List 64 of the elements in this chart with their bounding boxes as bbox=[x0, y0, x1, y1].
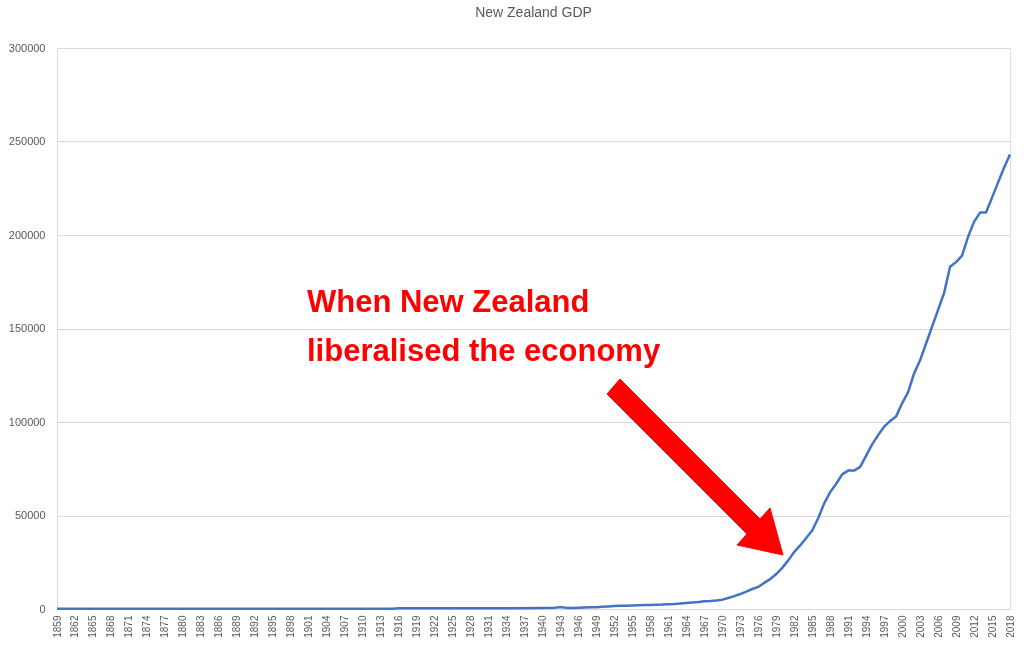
x-tick-label: 1865 bbox=[87, 615, 99, 638]
x-tick-label: 1943 bbox=[554, 615, 566, 638]
y-tick-label: 250000 bbox=[8, 135, 46, 147]
x-tick-label: 2015 bbox=[986, 615, 998, 638]
x-tick-label: 2018 bbox=[1004, 615, 1016, 638]
x-tick-label: 1955 bbox=[626, 615, 638, 638]
x-tick-label: 1949 bbox=[590, 615, 602, 638]
y-tick-label: 50000 bbox=[14, 509, 46, 521]
x-tick-label: 1874 bbox=[141, 615, 153, 638]
x-tick-label: 1898 bbox=[285, 615, 297, 638]
x-tick-label: 1859 bbox=[51, 615, 63, 638]
x-tick-label: 1913 bbox=[375, 615, 387, 638]
y-tick-label: 300000 bbox=[8, 41, 46, 54]
line-series bbox=[55, 153, 1012, 611]
x-tick-label: 1862 bbox=[69, 615, 81, 638]
x-tick-label: 1916 bbox=[393, 615, 405, 638]
x-tick-label: 1970 bbox=[716, 615, 728, 638]
y-tick-label: 0 bbox=[39, 602, 46, 615]
chart-title: New Zealand GDP bbox=[475, 4, 592, 20]
x-tick-label: 1934 bbox=[501, 615, 513, 638]
x-tick-label: 1895 bbox=[267, 615, 279, 638]
x-tick-label: 1892 bbox=[249, 615, 261, 638]
x-tick-label: 1919 bbox=[411, 615, 423, 638]
x-tick-label: 1991 bbox=[842, 615, 854, 638]
x-tick-label: 1952 bbox=[608, 615, 620, 638]
x-tick-label: 1907 bbox=[339, 615, 351, 638]
x-tick-label: 1982 bbox=[788, 615, 800, 638]
x-tick-label: 1883 bbox=[195, 615, 207, 638]
annotation: When New Zealand liberalised the economy bbox=[307, 284, 661, 368]
y-tick-label: 150000 bbox=[8, 322, 46, 334]
x-tick-label: 1928 bbox=[465, 615, 477, 638]
x-tick-label: 1922 bbox=[429, 615, 441, 638]
x-tick-label: 1931 bbox=[483, 615, 495, 638]
x-tick-label: 1868 bbox=[105, 615, 117, 638]
x-tick-label: 1985 bbox=[806, 615, 818, 638]
x-tick-label: 1997 bbox=[878, 615, 890, 638]
x-tick-label: 1976 bbox=[752, 615, 764, 638]
x-tick-label: 1877 bbox=[159, 615, 171, 638]
x-tick-label: 2006 bbox=[932, 615, 944, 638]
x-tick-label: 1958 bbox=[644, 615, 656, 638]
x-tick-label: 1973 bbox=[734, 615, 746, 638]
x-tick-label: 2003 bbox=[914, 615, 926, 638]
x-tick-label: 1889 bbox=[231, 615, 243, 638]
x-tick-label: 1994 bbox=[860, 615, 872, 638]
x-tick-label: 1961 bbox=[662, 615, 674, 638]
x-tick-label: 1946 bbox=[572, 615, 584, 638]
x-tick-label: 2000 bbox=[896, 615, 908, 638]
x-tick-label: 1979 bbox=[770, 615, 782, 638]
x-tick-label: 1967 bbox=[698, 615, 710, 638]
x-tick-label: 1925 bbox=[447, 615, 459, 638]
x-tick-label: 2009 bbox=[950, 615, 962, 638]
x-tick-label: 1904 bbox=[321, 615, 333, 638]
x-tick-label: 1910 bbox=[357, 615, 369, 638]
x-tick-label: 1880 bbox=[177, 615, 189, 638]
x-tick-label: 1964 bbox=[680, 615, 692, 638]
y-tick-label: 100000 bbox=[8, 415, 46, 428]
x-tick-label: 1937 bbox=[519, 615, 531, 638]
x-tick-label: 1871 bbox=[123, 615, 135, 638]
x-tick-label: 1901 bbox=[303, 615, 315, 638]
x-tick-label: 1940 bbox=[536, 615, 548, 638]
x-tick-label: 1886 bbox=[213, 615, 225, 638]
y-tick-label: 200000 bbox=[8, 228, 46, 241]
x-tick-label: 2012 bbox=[968, 615, 980, 638]
x-tick-label: 1988 bbox=[824, 615, 836, 638]
